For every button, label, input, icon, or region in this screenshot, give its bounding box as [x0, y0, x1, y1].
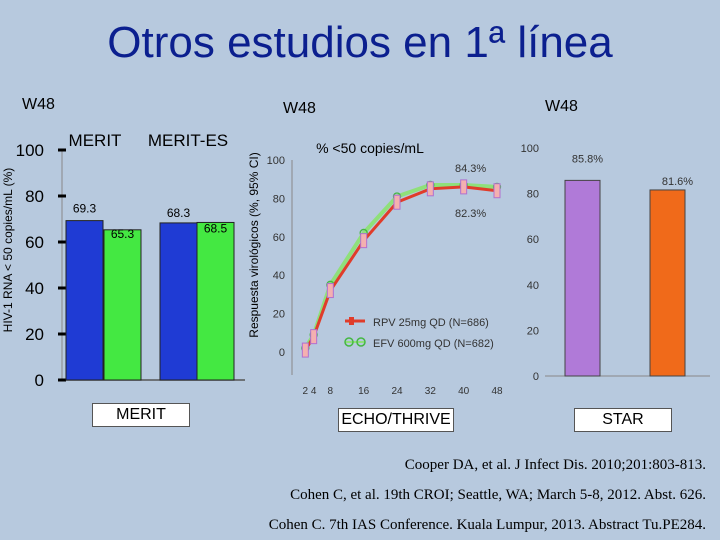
echo-legend-efv: EFV 600mg QD (N=682): [373, 338, 494, 350]
merit-bar: [196, 221, 235, 381]
merit-group-label-2: MERIT-ES: [148, 131, 228, 150]
merit-xlabel-box: MERIT: [92, 403, 190, 427]
star-bar: [564, 179, 601, 377]
echo-ytick-label: 0: [279, 347, 285, 359]
star-bar-label: 85.8%: [572, 153, 603, 165]
star-ytick-label: 100: [521, 143, 539, 155]
panel-label-star: W48: [545, 98, 578, 115]
echo-annotation-1: 84.3%: [455, 163, 486, 175]
echo-legend: RPV 25mg QD (N=686) EFV 600mg QD (N=682): [344, 317, 494, 350]
echo-xtick-label: 32: [425, 386, 437, 397]
echo-ytick-label: 80: [273, 193, 285, 205]
star-chart: 0 20 40 60 80 100 85.8% 81.6%: [521, 143, 710, 383]
echo-ytick-label: 100: [267, 155, 285, 167]
echo-xlabel-box: ECHO/THRIVE: [338, 408, 454, 432]
star-ytick-label: 20: [527, 325, 539, 337]
merit-bar-label: 68.5: [204, 221, 228, 235]
echo-xtick-label: 24: [391, 386, 403, 397]
merit-bar-label: 68.3: [167, 206, 191, 220]
star-ytick-label: 60: [527, 234, 539, 246]
star-ytick-label: 40: [527, 280, 539, 292]
merit-bar-label: 65.3: [111, 227, 135, 241]
echo-point-rpv: [326, 283, 334, 299]
echo-ytick-label: 20: [273, 309, 285, 321]
echo-xtick-label: 16: [358, 386, 370, 397]
merit-bar: [159, 222, 198, 381]
echo-point-rpv: [301, 342, 309, 358]
echo-xtick-label: 8: [328, 386, 334, 397]
star-ytick-label: 80: [527, 189, 539, 201]
echo-title: % <50 copies/mL: [316, 140, 424, 156]
star-bar: [649, 189, 686, 377]
merit-chart: HIV-1 RNA < 50 copies/mL (%) 0 20 40 60 80 10…: [1, 131, 245, 390]
merit-ytick-label: 80: [25, 187, 44, 206]
merit-group-label-1: MERIT: [69, 131, 122, 150]
merit-bar: [103, 229, 142, 381]
echo-point-rpv: [460, 179, 468, 195]
merit-bar-label: 69.3: [73, 202, 97, 216]
star-ytick-label: 0: [533, 371, 539, 383]
echo-point-rpv: [426, 181, 434, 197]
echo-xtick-label: 40: [458, 386, 470, 397]
echo-point-rpv: [360, 233, 368, 249]
merit-ytick-label: 60: [25, 233, 44, 252]
echo-point-rpv: [493, 183, 501, 199]
panel-label-merit: W48: [22, 96, 55, 113]
slide-title: Otros estudios en 1ª línea: [107, 18, 613, 67]
echo-xtick-label: 2: [303, 386, 309, 397]
echo-point-rpv: [393, 194, 401, 210]
echo-xtick-label: 48: [491, 386, 503, 397]
echo-series-line: [304, 185, 498, 351]
reference-3: Cohen C. 7th IAS Conference. Kuala Lumpu…: [268, 517, 706, 533]
panel-label-echo: W48: [283, 100, 316, 117]
echo-xtick-label: 4: [311, 386, 317, 397]
merit-ytick-label: 20: [25, 325, 44, 344]
echo-ylabel: Respuesta virológicos (%, 95% CI): [247, 152, 261, 337]
merit-ytick-label: 0: [35, 371, 44, 390]
star-bar-label: 81.6%: [662, 176, 693, 188]
merit-ytick-label: 40: [25, 279, 44, 298]
echo-ytick-label: 60: [273, 232, 285, 244]
echo-annotation-2: 82.3%: [455, 208, 486, 220]
reference-1: Cooper DA, et al. J Infect Dis. 2010;201…: [404, 457, 706, 473]
merit-ytick-label: 100: [16, 141, 44, 160]
echo-legend-rpv: RPV 25mg QD (N=686): [373, 317, 489, 329]
echo-point-rpv: [310, 329, 318, 345]
star-xlabel-box: STAR: [574, 408, 672, 432]
echo-ytick-label: 40: [273, 270, 285, 282]
merit-bar: [65, 220, 104, 381]
reference-2: Cohen C, et al. 19th CROI; Seattle, WA; …: [290, 487, 706, 503]
echo-thrive-chart: Respuesta virológicos (%, 95% CI) % <50 …: [247, 140, 503, 397]
merit-ylabel: HIV-1 RNA < 50 copies/mL (%): [1, 168, 15, 333]
